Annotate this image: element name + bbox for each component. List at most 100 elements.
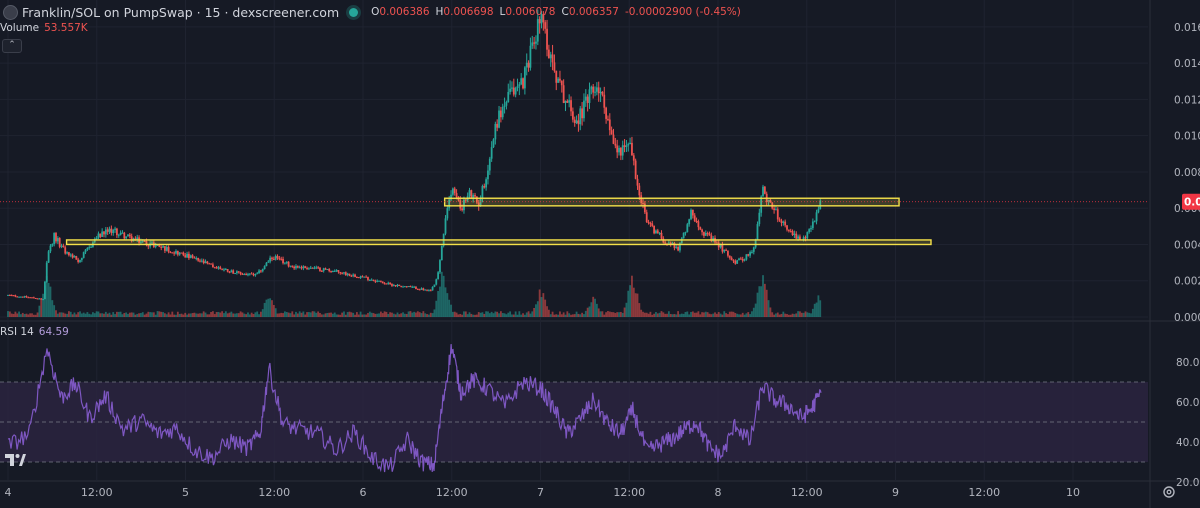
candle-body [697, 221, 700, 228]
candle-body [378, 280, 380, 282]
candle-body [453, 188, 456, 194]
horizontal-zones [0, 197, 1148, 246]
volume-bar [730, 311, 733, 317]
volume-bar [125, 312, 128, 317]
candle-body [62, 245, 65, 248]
volume-legend[interactable]: Volume 53.557K [0, 22, 88, 34]
candle-body [306, 268, 308, 270]
volume-bar [703, 312, 705, 317]
tradingview-logo-icon[interactable] [4, 451, 26, 469]
volume-bar [551, 311, 554, 317]
volume-bar [341, 312, 344, 317]
volume-bars [7, 271, 822, 317]
candle-body [577, 120, 580, 125]
candle-body [391, 284, 393, 286]
candle-body [276, 256, 279, 259]
candle-body [18, 296, 20, 298]
volume-bar [603, 314, 606, 317]
volume-bar [656, 313, 659, 317]
candle-body [691, 209, 694, 216]
volume-bar [365, 314, 368, 317]
volume-bar [542, 293, 545, 317]
candle-body [551, 54, 554, 63]
candle-body [16, 296, 19, 298]
candle-body [389, 282, 392, 285]
candle-body [529, 45, 532, 68]
volume-bar [767, 300, 770, 317]
volume-bar [267, 298, 270, 317]
volume-bar [90, 314, 92, 317]
candle-body [559, 78, 561, 81]
candle-body [581, 108, 584, 119]
candle-body [121, 232, 124, 234]
volume-bar [464, 311, 467, 317]
volume-bar [719, 313, 722, 317]
candle-body [808, 229, 811, 233]
token-avatar-icon [3, 4, 18, 20]
candle-body [732, 260, 735, 262]
rsi-line-group [7, 344, 822, 473]
volume-bar [141, 312, 144, 317]
candle-body [60, 245, 63, 247]
volume-bar [389, 312, 392, 317]
candle-body [344, 272, 347, 275]
gear-icon[interactable] [1162, 485, 1176, 499]
candle-body [643, 203, 646, 213]
candle-body [804, 237, 807, 239]
volume-bar [363, 314, 366, 317]
volume-bar [671, 314, 674, 317]
volume-bar [597, 308, 600, 317]
volume-bar [136, 313, 139, 317]
volume-bar [741, 312, 744, 317]
candle-body [416, 288, 419, 290]
candle-body [784, 221, 787, 226]
volume-bar [511, 314, 513, 317]
rsi-tick-label: 60.00 [1176, 397, 1200, 409]
candle-body [151, 242, 153, 244]
volume-bar [403, 313, 406, 317]
candle-body [485, 179, 488, 188]
volume-bar [53, 305, 56, 317]
candle-body [379, 280, 382, 282]
candle-body [749, 252, 751, 256]
volume-bar [451, 311, 454, 317]
candle-body [147, 244, 150, 247]
symbol-title[interactable]: Franklin/SOL on PumpSwap · 15 · dexscree… [22, 4, 340, 20]
volume-bar [269, 298, 272, 317]
collapse-legend-button[interactable]: ⌃ [2, 39, 22, 53]
volume-bar [66, 313, 68, 317]
volume-bar [224, 311, 227, 317]
volume-bar [727, 314, 729, 317]
candle-body [708, 233, 711, 236]
time-tick-label: 9 [892, 486, 899, 499]
volume-bar [254, 312, 257, 317]
volume-bar [416, 311, 419, 317]
candle-body [116, 228, 118, 236]
volume-bar [169, 314, 172, 317]
volume-bar [93, 313, 96, 317]
candle-body [64, 247, 67, 254]
rsi-legend[interactable]: RSI 14 64.59 [0, 326, 69, 338]
volume-bar [164, 313, 166, 317]
volume-bar [208, 314, 211, 317]
candle-body [158, 244, 161, 247]
volume-bar [300, 312, 303, 317]
candle-body [224, 269, 227, 271]
volume-bar [592, 296, 595, 317]
candle-body [610, 130, 613, 135]
candle-body [590, 86, 593, 90]
volume-bar [595, 303, 598, 317]
time-tick-label: 10 [1066, 486, 1080, 499]
volume-bar [328, 312, 331, 317]
volume-bar [186, 314, 188, 317]
candle-body [592, 86, 595, 93]
candle-body [427, 290, 430, 292]
candle-body [579, 108, 582, 125]
volume-bar [263, 302, 266, 317]
candle-body [79, 260, 81, 262]
candle-body [719, 244, 722, 248]
volume-bar [501, 313, 504, 317]
volume-bar [36, 312, 39, 317]
candle-body [418, 289, 421, 291]
